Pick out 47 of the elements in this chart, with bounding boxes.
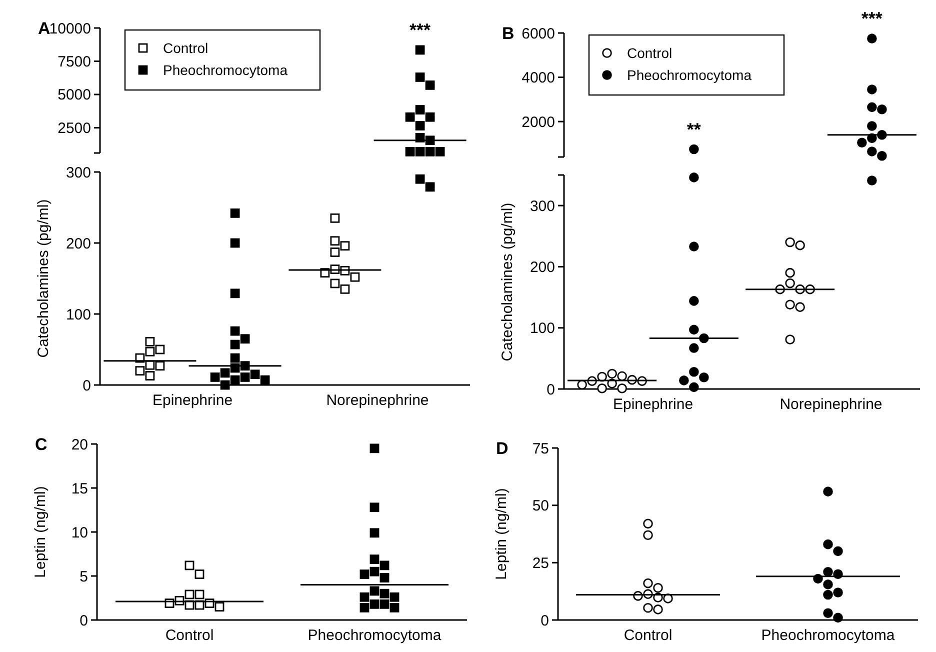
y-tick-label: 2000	[522, 114, 555, 131]
y-tick-label: 4000	[522, 70, 555, 87]
x-tick-label: Pheochromocytoma	[308, 627, 442, 644]
y-tick-label: 5	[80, 568, 88, 586]
x-tick-label: Control	[624, 627, 672, 644]
y-axis-title: Catecholamines (pg/ml)	[499, 202, 516, 362]
legend-label: Control	[627, 45, 672, 61]
chart-title: C	[35, 435, 48, 454]
y-tick-label: 300	[530, 198, 555, 215]
y-tick-label: 10000	[49, 20, 91, 38]
legend-label: Control	[163, 40, 208, 56]
x-tick-label: Epinephrine	[612, 396, 694, 413]
chart-title: A	[38, 19, 50, 38]
text: ***	[861, 8, 882, 29]
x-tick-label: Epinephrine	[152, 392, 233, 409]
y-tick-label: 0	[80, 612, 88, 630]
y-tick-label: 5000	[58, 86, 91, 104]
annotation: ***	[410, 20, 431, 40]
y-tick-label: 6000	[522, 25, 555, 42]
y-tick-label: 0	[540, 612, 549, 630]
legend-label: Pheochromocytoma	[627, 67, 752, 83]
chart-title: D	[496, 439, 508, 458]
legend-label: Pheochromocytoma	[163, 62, 288, 78]
y-tick-label: 300	[66, 164, 91, 182]
x-tick-label: Norepinephrine	[326, 392, 429, 409]
y-tick-label: 15	[71, 480, 88, 498]
annotation: **	[686, 119, 701, 140]
y-tick-label: 75	[532, 440, 549, 458]
y-tick-label: 10	[71, 524, 88, 542]
y-tick-label: 25	[532, 554, 549, 572]
y-tick-label: 50	[532, 498, 549, 515]
y-tick-label: 100	[530, 320, 555, 338]
y-axis-title: Leptin (ng/ml)	[32, 486, 49, 578]
y-tick-label: 100	[66, 306, 91, 324]
chart-title: B	[502, 24, 514, 43]
y-axis-title: Leptin (ng/ml)	[493, 488, 510, 580]
y-tick-label: 20	[71, 436, 88, 454]
x-tick-label: Norepinephrine	[780, 396, 882, 413]
y-tick-label: 0	[546, 381, 555, 398]
y-tick-label: 200	[530, 258, 555, 276]
y-tick-label: 7500	[58, 53, 91, 70]
x-tick-label: Control	[165, 627, 214, 644]
y-tick-label: 0	[82, 377, 91, 394]
x-tick-label: Pheochromocytoma	[761, 627, 896, 644]
y-axis-title: Catecholamines (pg/ml)	[35, 199, 52, 358]
y-tick-label: 2500	[58, 120, 91, 137]
y-tick-label: 200	[66, 235, 91, 252]
